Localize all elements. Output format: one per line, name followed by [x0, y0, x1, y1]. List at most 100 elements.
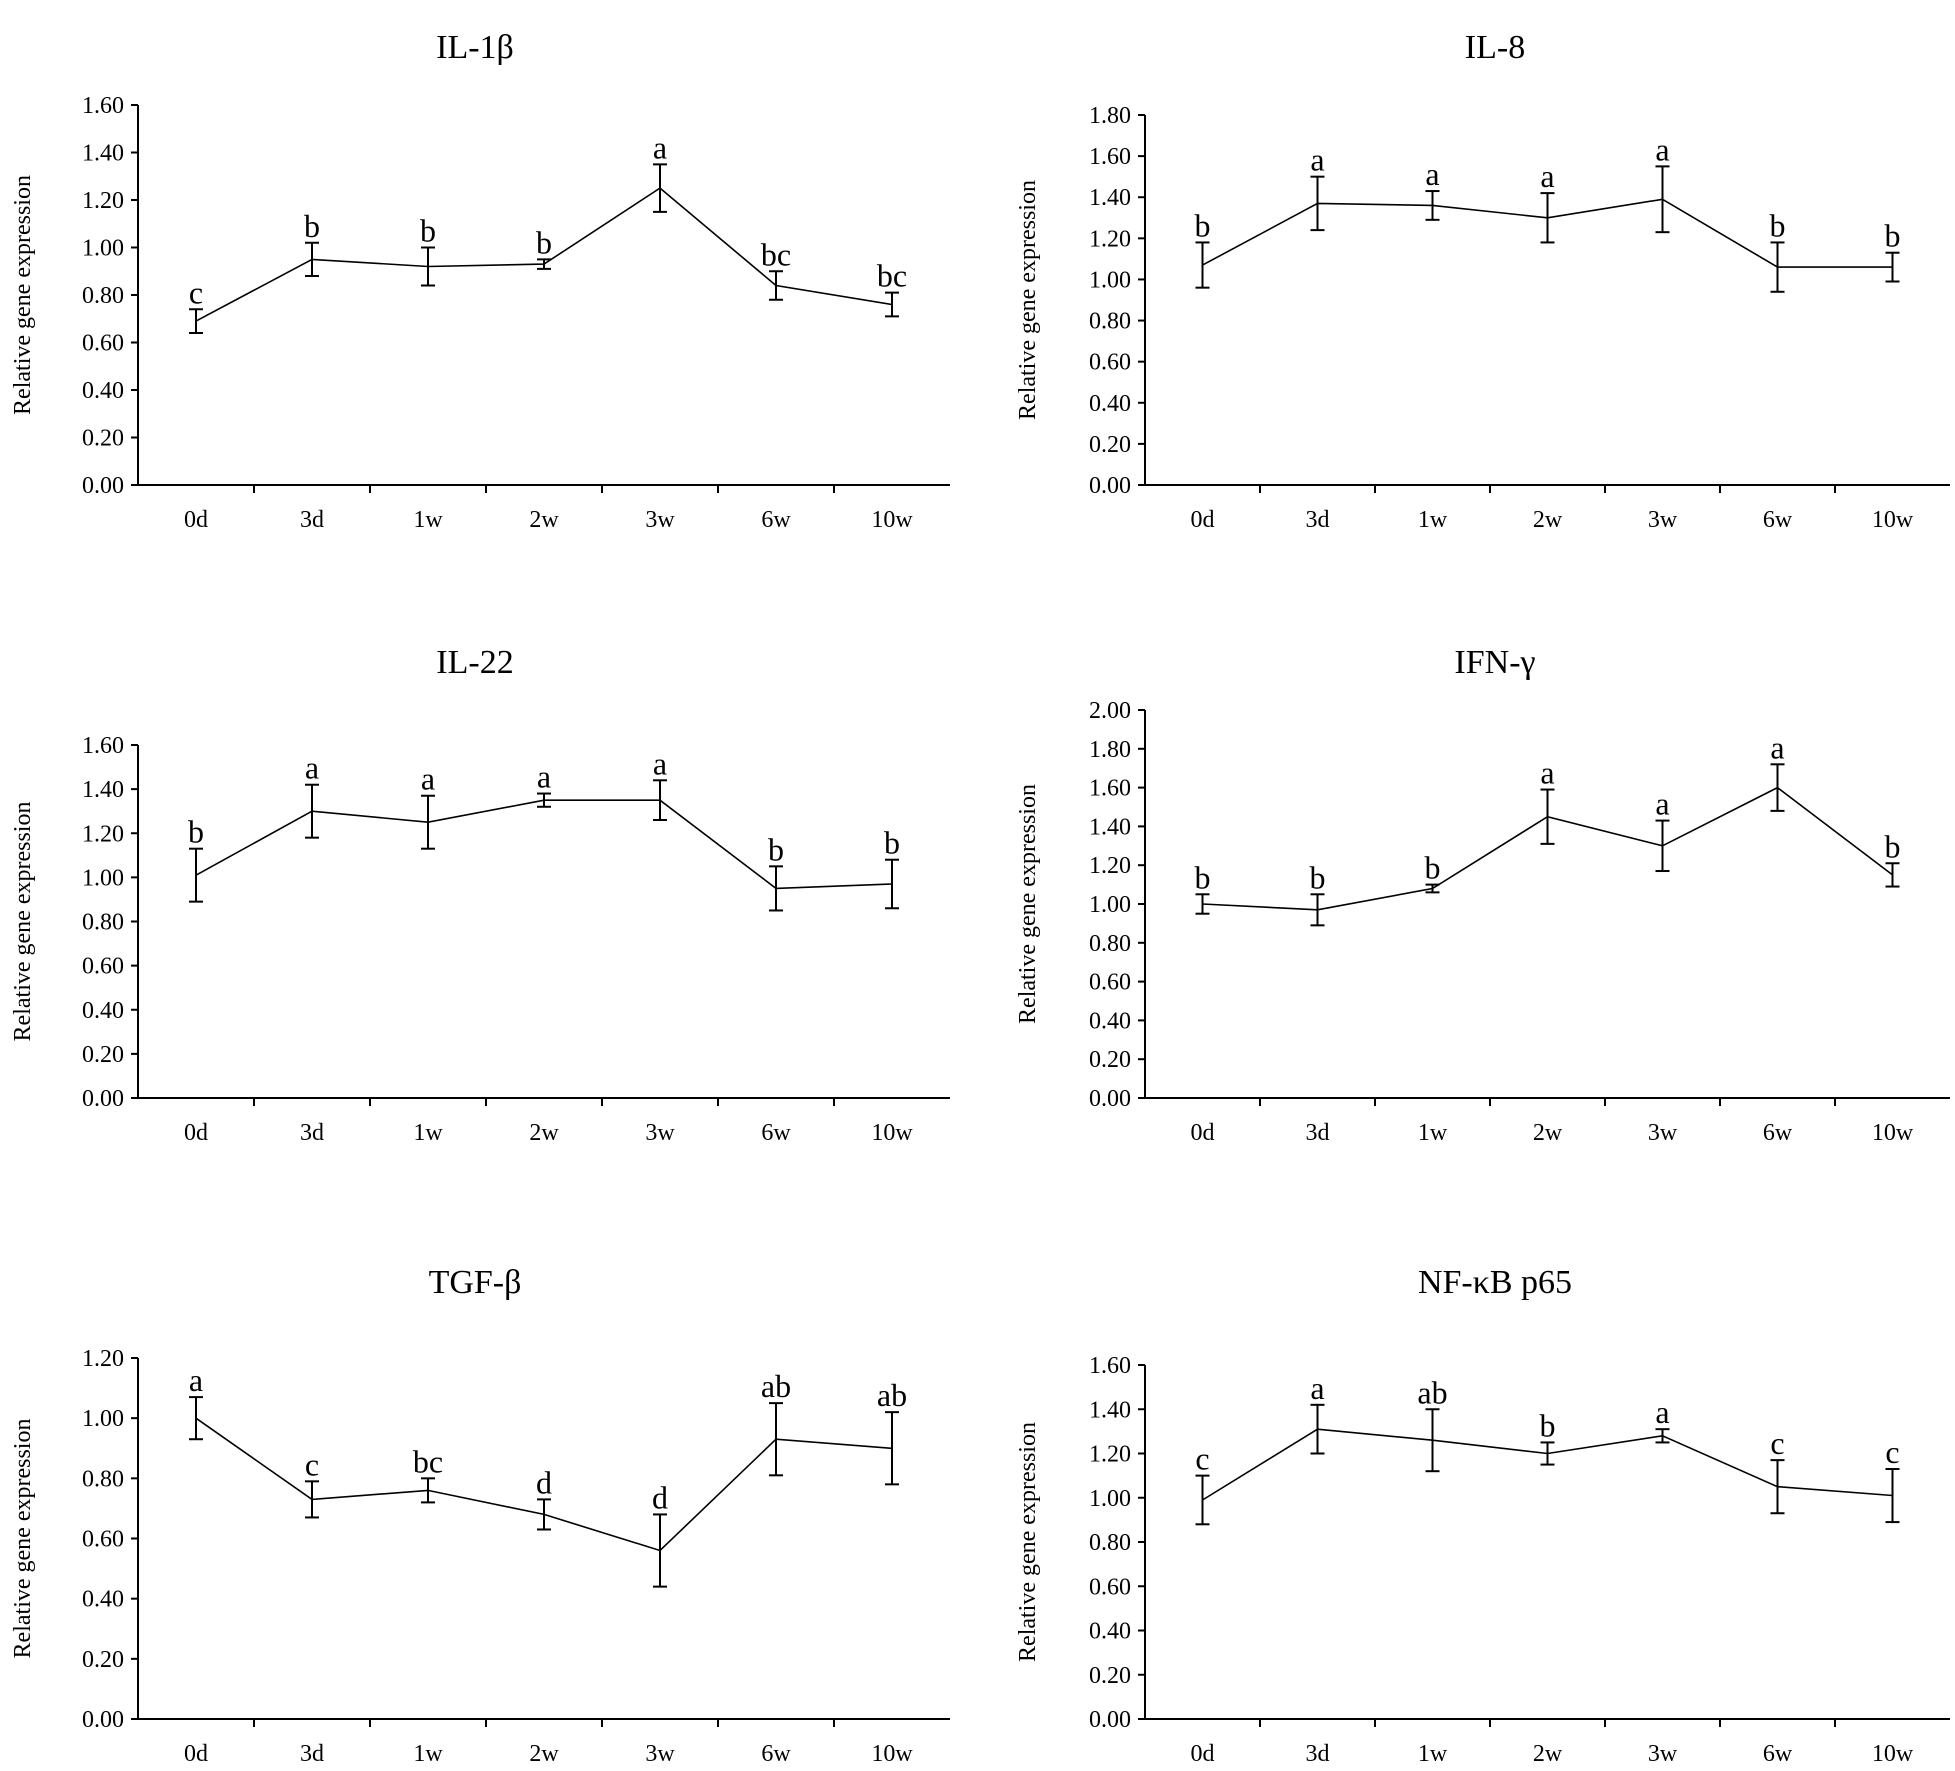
y-tick-label: 1.00: [1089, 892, 1131, 918]
y-tick-label: 0.20: [82, 1042, 124, 1068]
x-tick-label: 10w: [1872, 1120, 1914, 1146]
x-tick-label: 3w: [1648, 507, 1678, 533]
y-tick-label: 1.00: [1089, 267, 1131, 293]
significance-label: b: [188, 814, 204, 850]
significance-label: a: [1310, 1370, 1324, 1406]
significance-label: b: [1540, 1407, 1556, 1443]
x-tick-label: 6w: [1763, 1741, 1793, 1767]
x-tick-label: 2w: [1533, 507, 1563, 533]
significance-label: b: [1770, 207, 1786, 243]
significance-label: b: [1885, 828, 1901, 864]
x-tick-label: 3d: [1306, 507, 1330, 533]
x-tick-label: 6w: [761, 1120, 791, 1146]
y-tick-label: 1.00: [82, 236, 124, 262]
significance-label: d: [536, 1464, 552, 1500]
significance-label: b: [1425, 850, 1441, 886]
x-tick-label: 1w: [413, 507, 443, 533]
y-tick-label: 1.20: [1089, 1442, 1131, 1468]
significance-label: a: [1655, 131, 1669, 167]
y-tick-label: 0.60: [1089, 1574, 1131, 1600]
x-tick-label: 2w: [529, 1120, 559, 1146]
chart-panel-ifn-g: IFN-γ Relative gene expression 0.00 0.20 0.4…: [1015, 644, 1950, 1146]
y-tick-label: 1.60: [82, 93, 124, 119]
significance-label: a: [1540, 755, 1554, 791]
chart-title: IL-1β: [436, 29, 514, 66]
significance-label: b: [1885, 218, 1901, 254]
y-tick-label: 0.40: [1089, 1619, 1131, 1645]
chart-panel-tgf-b: TGF-β Relative gene expression 0.00 0.20 0.4…: [10, 1264, 950, 1767]
y-tick-label: 1.60: [1089, 144, 1131, 170]
y-tick-label: 0.20: [1089, 1047, 1131, 1073]
significance-label: bc: [761, 236, 791, 272]
y-tick-label: 0.20: [1089, 1663, 1131, 1689]
x-tick-label: 2w: [1533, 1741, 1563, 1767]
significance-label: c: [305, 1446, 319, 1482]
significance-label: b: [420, 213, 436, 249]
x-tick-label: 1w: [1418, 507, 1448, 533]
y-tick-label: 0.80: [82, 283, 124, 309]
x-tick-label: 6w: [761, 1741, 791, 1767]
y-tick-label: 1.80: [1089, 737, 1131, 763]
y-tick-label: 0.80: [1089, 1530, 1131, 1556]
y-tick-label: 0.20: [1089, 432, 1131, 458]
y-tick-label: 1.20: [82, 821, 124, 847]
significance-label: a: [1540, 158, 1554, 194]
y-tick-label: 0.80: [82, 1466, 124, 1492]
significance-label: b: [1195, 859, 1211, 895]
y-axis-label: Relative gene expression: [1015, 1422, 1041, 1662]
y-axis-label: Relative gene expression: [1015, 180, 1041, 420]
y-tick-label: 1.00: [82, 865, 124, 891]
y-tick-label: 1.80: [1089, 103, 1131, 129]
significance-label: a: [653, 745, 667, 781]
y-tick-label: 0.60: [82, 1527, 124, 1553]
x-tick-label: 0d: [1191, 1741, 1215, 1767]
x-tick-label: 2w: [1533, 1120, 1563, 1146]
y-tick-label: 1.40: [82, 141, 124, 167]
y-axis-label: Relative gene expression: [10, 802, 36, 1042]
x-tick-label: 10w: [1872, 507, 1914, 533]
chart-title: TGF-β: [429, 1264, 522, 1301]
x-tick-label: 3w: [645, 1120, 675, 1146]
y-tick-label: 0.40: [1089, 1008, 1131, 1034]
x-tick-label: 3d: [1306, 1120, 1330, 1146]
y-tick-label: 0.00: [82, 473, 124, 499]
x-tick-label: 1w: [413, 1741, 443, 1767]
y-tick-label: 0.40: [82, 1587, 124, 1613]
y-tick-label: 1.20: [82, 188, 124, 214]
series-line: [195, 799, 893, 890]
x-tick-label: 0d: [184, 1120, 208, 1146]
significance-label: c: [1770, 1425, 1784, 1461]
x-tick-label: 6w: [761, 507, 791, 533]
y-tick-label: 0.20: [82, 426, 124, 452]
significance-label: a: [1310, 142, 1324, 178]
significance-label: d: [652, 1479, 668, 1515]
y-tick-label: 0.00: [82, 1086, 124, 1112]
x-tick-label: 2w: [529, 507, 559, 533]
significance-label: a: [189, 1362, 203, 1398]
x-tick-label: 3w: [1648, 1120, 1678, 1146]
y-tick-label: 1.20: [82, 1346, 124, 1372]
significance-label: b: [536, 224, 552, 260]
significance-label: a: [1425, 156, 1439, 192]
significance-label: b: [768, 831, 784, 867]
x-tick-label: 10w: [1872, 1741, 1914, 1767]
y-tick-label: 0.80: [1089, 931, 1131, 957]
significance-label: a: [305, 750, 319, 786]
y-tick-label: 0.00: [1089, 1707, 1131, 1733]
significance-label: a: [537, 759, 551, 795]
x-tick-label: 10w: [871, 1120, 913, 1146]
y-tick-label: 1.40: [1089, 814, 1131, 840]
y-tick-label: 0.60: [1089, 350, 1131, 376]
y-tick-label: 0.60: [1089, 970, 1131, 996]
y-axis-label: Relative gene expression: [1015, 784, 1041, 1024]
x-tick-label: 3d: [1306, 1741, 1330, 1767]
y-tick-label: 0.00: [1089, 473, 1131, 499]
y-axis-label: Relative gene expression: [10, 1419, 36, 1659]
chart-panel-il-1b: IL-1β Relative gene expression 0.00 0.20 0.4…: [10, 29, 950, 533]
significance-label: ab: [761, 1368, 791, 1404]
x-tick-label: 0d: [184, 507, 208, 533]
y-tick-label: 2.00: [1089, 698, 1131, 724]
y-axis-label: Relative gene expression: [10, 175, 36, 415]
y-tick-label: 1.40: [1089, 1397, 1131, 1423]
x-tick-label: 3d: [300, 1741, 324, 1767]
